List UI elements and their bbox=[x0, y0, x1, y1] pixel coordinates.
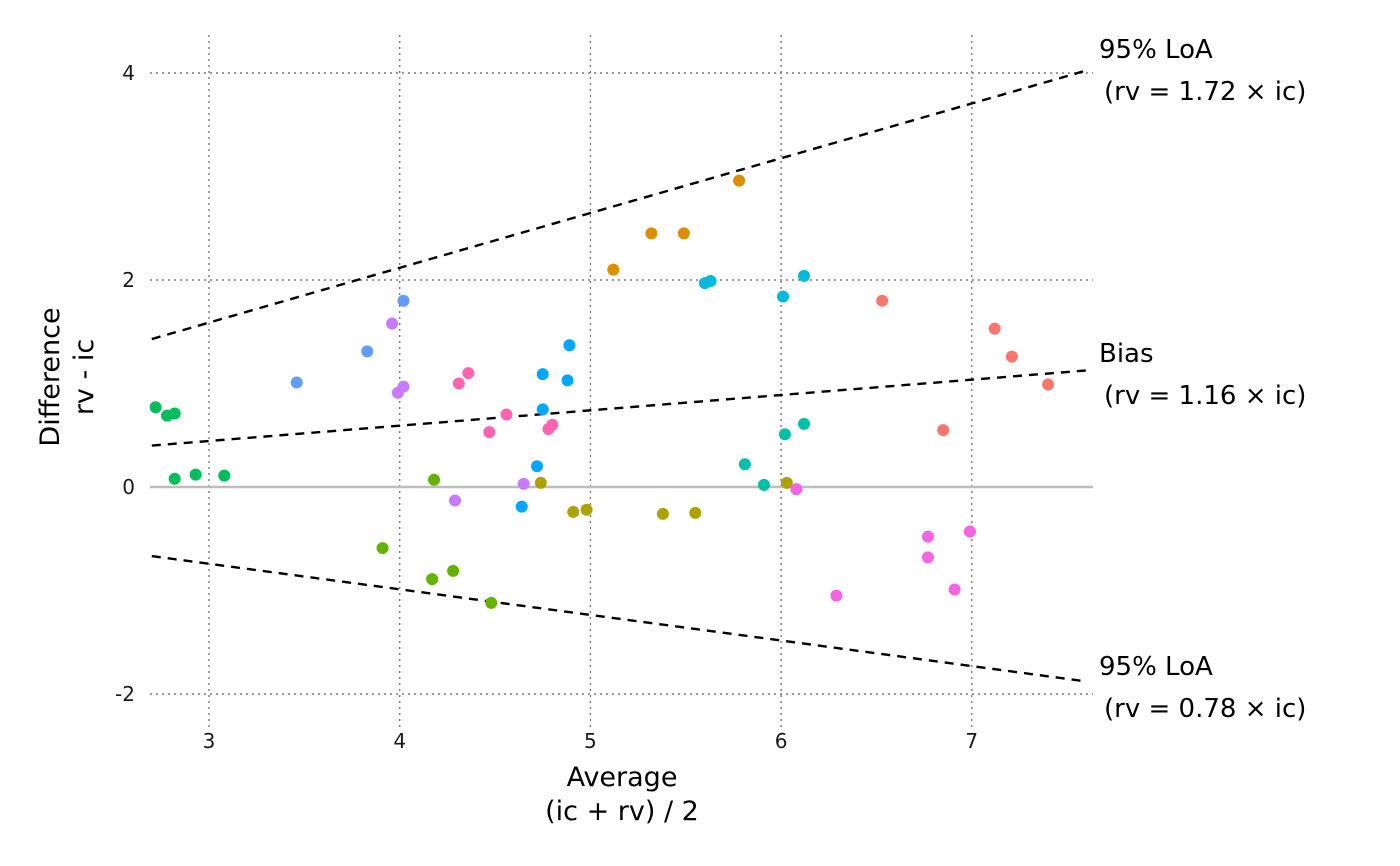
tick-labels: 3 4 5 6 7 -2 0 2 4 bbox=[115, 61, 978, 753]
x-tick-label: 4 bbox=[393, 729, 406, 753]
data-point bbox=[149, 401, 162, 414]
y-tick-label: 2 bbox=[122, 268, 135, 292]
data-point bbox=[738, 458, 751, 471]
bias-line bbox=[151, 369, 1087, 447]
data-point bbox=[426, 573, 439, 586]
y-tick-label: 4 bbox=[122, 61, 135, 85]
x-tick-label: 5 bbox=[584, 729, 597, 753]
data-point bbox=[515, 500, 528, 513]
data-point bbox=[386, 317, 399, 330]
y-tick-label: 0 bbox=[122, 475, 135, 499]
data-point bbox=[921, 551, 934, 564]
x-tick-label: 6 bbox=[775, 729, 788, 753]
reference-line-labels: 95% LoA (rv = 1.72 × ic) Bias (rv = 1.16 × … bbox=[1099, 35, 1306, 724]
data-point bbox=[361, 345, 374, 358]
data-point bbox=[580, 503, 593, 516]
bias-label: Bias bbox=[1099, 339, 1154, 369]
data-point bbox=[780, 476, 793, 489]
data-point bbox=[921, 530, 934, 543]
x-tick-label: 3 bbox=[203, 729, 216, 753]
data-point bbox=[937, 424, 950, 437]
reference-lines bbox=[151, 69, 1087, 683]
upper_loa-sublabel: (rv = 1.72 × ic) bbox=[1104, 77, 1306, 107]
data-point bbox=[988, 322, 1001, 335]
data-point bbox=[563, 339, 576, 352]
data-point bbox=[561, 374, 574, 387]
y-axis-title: Difference rv - ic bbox=[35, 307, 100, 446]
data-point bbox=[517, 477, 530, 490]
data-point bbox=[704, 275, 717, 288]
data-point bbox=[797, 269, 810, 282]
data-point bbox=[536, 368, 549, 381]
upper_loa-label: 95% LoA bbox=[1099, 35, 1213, 65]
data-point bbox=[963, 525, 976, 538]
data-point bbox=[536, 403, 549, 416]
data-point bbox=[948, 583, 961, 596]
data-point bbox=[677, 227, 690, 240]
data-point bbox=[447, 564, 460, 577]
data-point bbox=[462, 367, 475, 380]
data-point bbox=[449, 494, 462, 507]
y-tick-label: -2 bbox=[115, 682, 135, 706]
data-point bbox=[777, 290, 790, 303]
data-point bbox=[500, 408, 513, 421]
lower_loa-sublabel: (rv = 0.78 × ic) bbox=[1104, 694, 1306, 724]
x-axis-title-line1: Average bbox=[567, 762, 678, 793]
data-point bbox=[1005, 350, 1018, 363]
data-point bbox=[790, 483, 803, 496]
lower_loa-label: 95% LoA bbox=[1099, 652, 1213, 682]
data-point bbox=[607, 263, 620, 276]
data-point bbox=[876, 294, 889, 307]
data-point bbox=[733, 174, 746, 187]
data-point bbox=[689, 506, 702, 519]
data-point bbox=[645, 227, 658, 240]
data-point bbox=[534, 476, 547, 489]
data-point bbox=[397, 380, 410, 393]
data-point bbox=[168, 407, 181, 420]
data-point bbox=[168, 472, 181, 485]
lower_loa-line bbox=[151, 554, 1087, 683]
data-point bbox=[290, 376, 303, 389]
data-point bbox=[485, 596, 498, 609]
x-axis-title-line2: (ic + rv) / 2 bbox=[545, 796, 699, 827]
data-point bbox=[189, 468, 202, 481]
bias-sublabel: (rv = 1.16 × ic) bbox=[1104, 381, 1306, 411]
data-point bbox=[797, 417, 810, 430]
data-point bbox=[546, 418, 559, 431]
upper_loa-line bbox=[151, 69, 1087, 341]
data-point bbox=[567, 505, 580, 518]
data-point bbox=[757, 478, 770, 491]
data-point bbox=[531, 460, 544, 473]
data-point bbox=[218, 469, 231, 482]
data-point bbox=[1042, 378, 1055, 391]
data-point bbox=[452, 377, 465, 390]
x-tick-label: 7 bbox=[965, 729, 978, 753]
data-point bbox=[778, 428, 791, 441]
data-point bbox=[483, 426, 496, 439]
data-point bbox=[376, 542, 389, 555]
data-point bbox=[830, 589, 843, 602]
data-point bbox=[428, 473, 441, 486]
data-points bbox=[149, 174, 1055, 609]
data-point bbox=[397, 294, 410, 307]
y-axis-title-line2: rv - ic bbox=[69, 339, 100, 415]
y-axis-title-line1: Difference bbox=[35, 307, 66, 446]
data-point bbox=[656, 507, 669, 520]
